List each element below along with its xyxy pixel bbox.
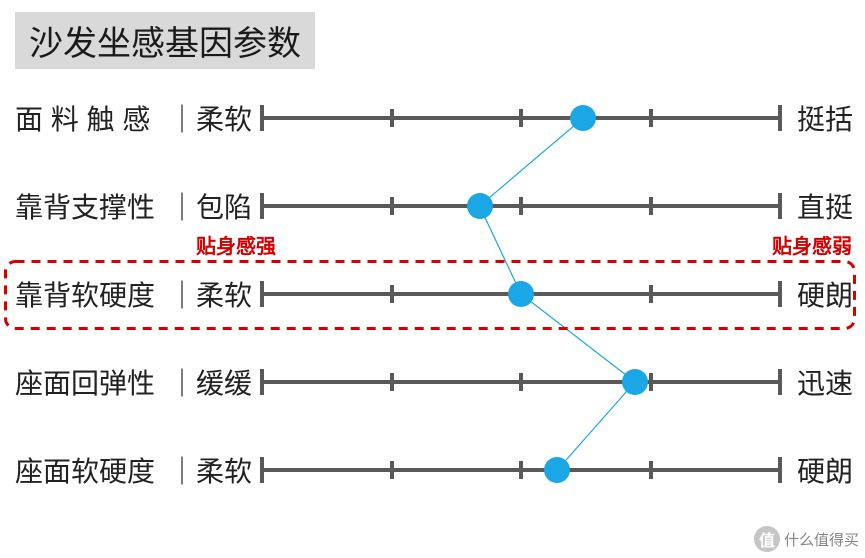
annotation: 贴身感弱: [772, 230, 852, 259]
axis-tick: [260, 105, 264, 131]
param-axis: [0, 193, 865, 219]
axis-tick: [519, 461, 523, 479]
axis-tick: [519, 197, 523, 215]
axis-tick: [260, 369, 264, 395]
axis-tick: [649, 461, 653, 479]
axis-tick: [649, 285, 653, 303]
value-dot: [508, 281, 534, 307]
value-dot: [467, 193, 493, 219]
axis-tick: [649, 197, 653, 215]
axis-tick: [260, 193, 264, 219]
param-axis: [0, 105, 865, 131]
param-axis: [0, 281, 865, 307]
param-row: 座面回弹性｜缓缓迅速: [0, 352, 865, 412]
axis-tick: [778, 369, 782, 395]
page-title: 沙发坐感基因参数: [15, 12, 315, 69]
axis-tick: [778, 281, 782, 307]
axis-tick: [260, 457, 264, 483]
axis-tick: [390, 197, 394, 215]
axis-tick: [778, 457, 782, 483]
param-axis: [0, 369, 865, 395]
value-dot: [570, 105, 596, 131]
axis-tick: [390, 285, 394, 303]
axis-tick: [519, 109, 523, 127]
axis-tick: [260, 281, 264, 307]
param-row: 座面软硬度｜柔软硬朗: [0, 440, 865, 500]
value-dot: [622, 369, 648, 395]
param-row: 面 料 触 感｜柔软挺括: [0, 88, 865, 148]
watermark-icon: 值: [754, 526, 780, 552]
axis-tick: [649, 109, 653, 127]
value-dot: [544, 457, 570, 483]
annotation: 贴身感强: [196, 230, 276, 259]
axis-tick: [390, 373, 394, 391]
axis-tick: [649, 373, 653, 391]
axis-tick: [519, 373, 523, 391]
param-axis: [0, 457, 865, 483]
watermark-text: 什么值得买: [784, 529, 859, 550]
axis-tick: [390, 109, 394, 127]
axis-tick: [390, 461, 394, 479]
watermark: 值 什么值得买: [754, 526, 859, 552]
axis-tick: [778, 105, 782, 131]
axis-tick: [778, 193, 782, 219]
param-row: 靠背支撑性｜包陷直挺: [0, 176, 865, 236]
param-row: 靠背软硬度｜柔软硬朗: [0, 264, 865, 324]
